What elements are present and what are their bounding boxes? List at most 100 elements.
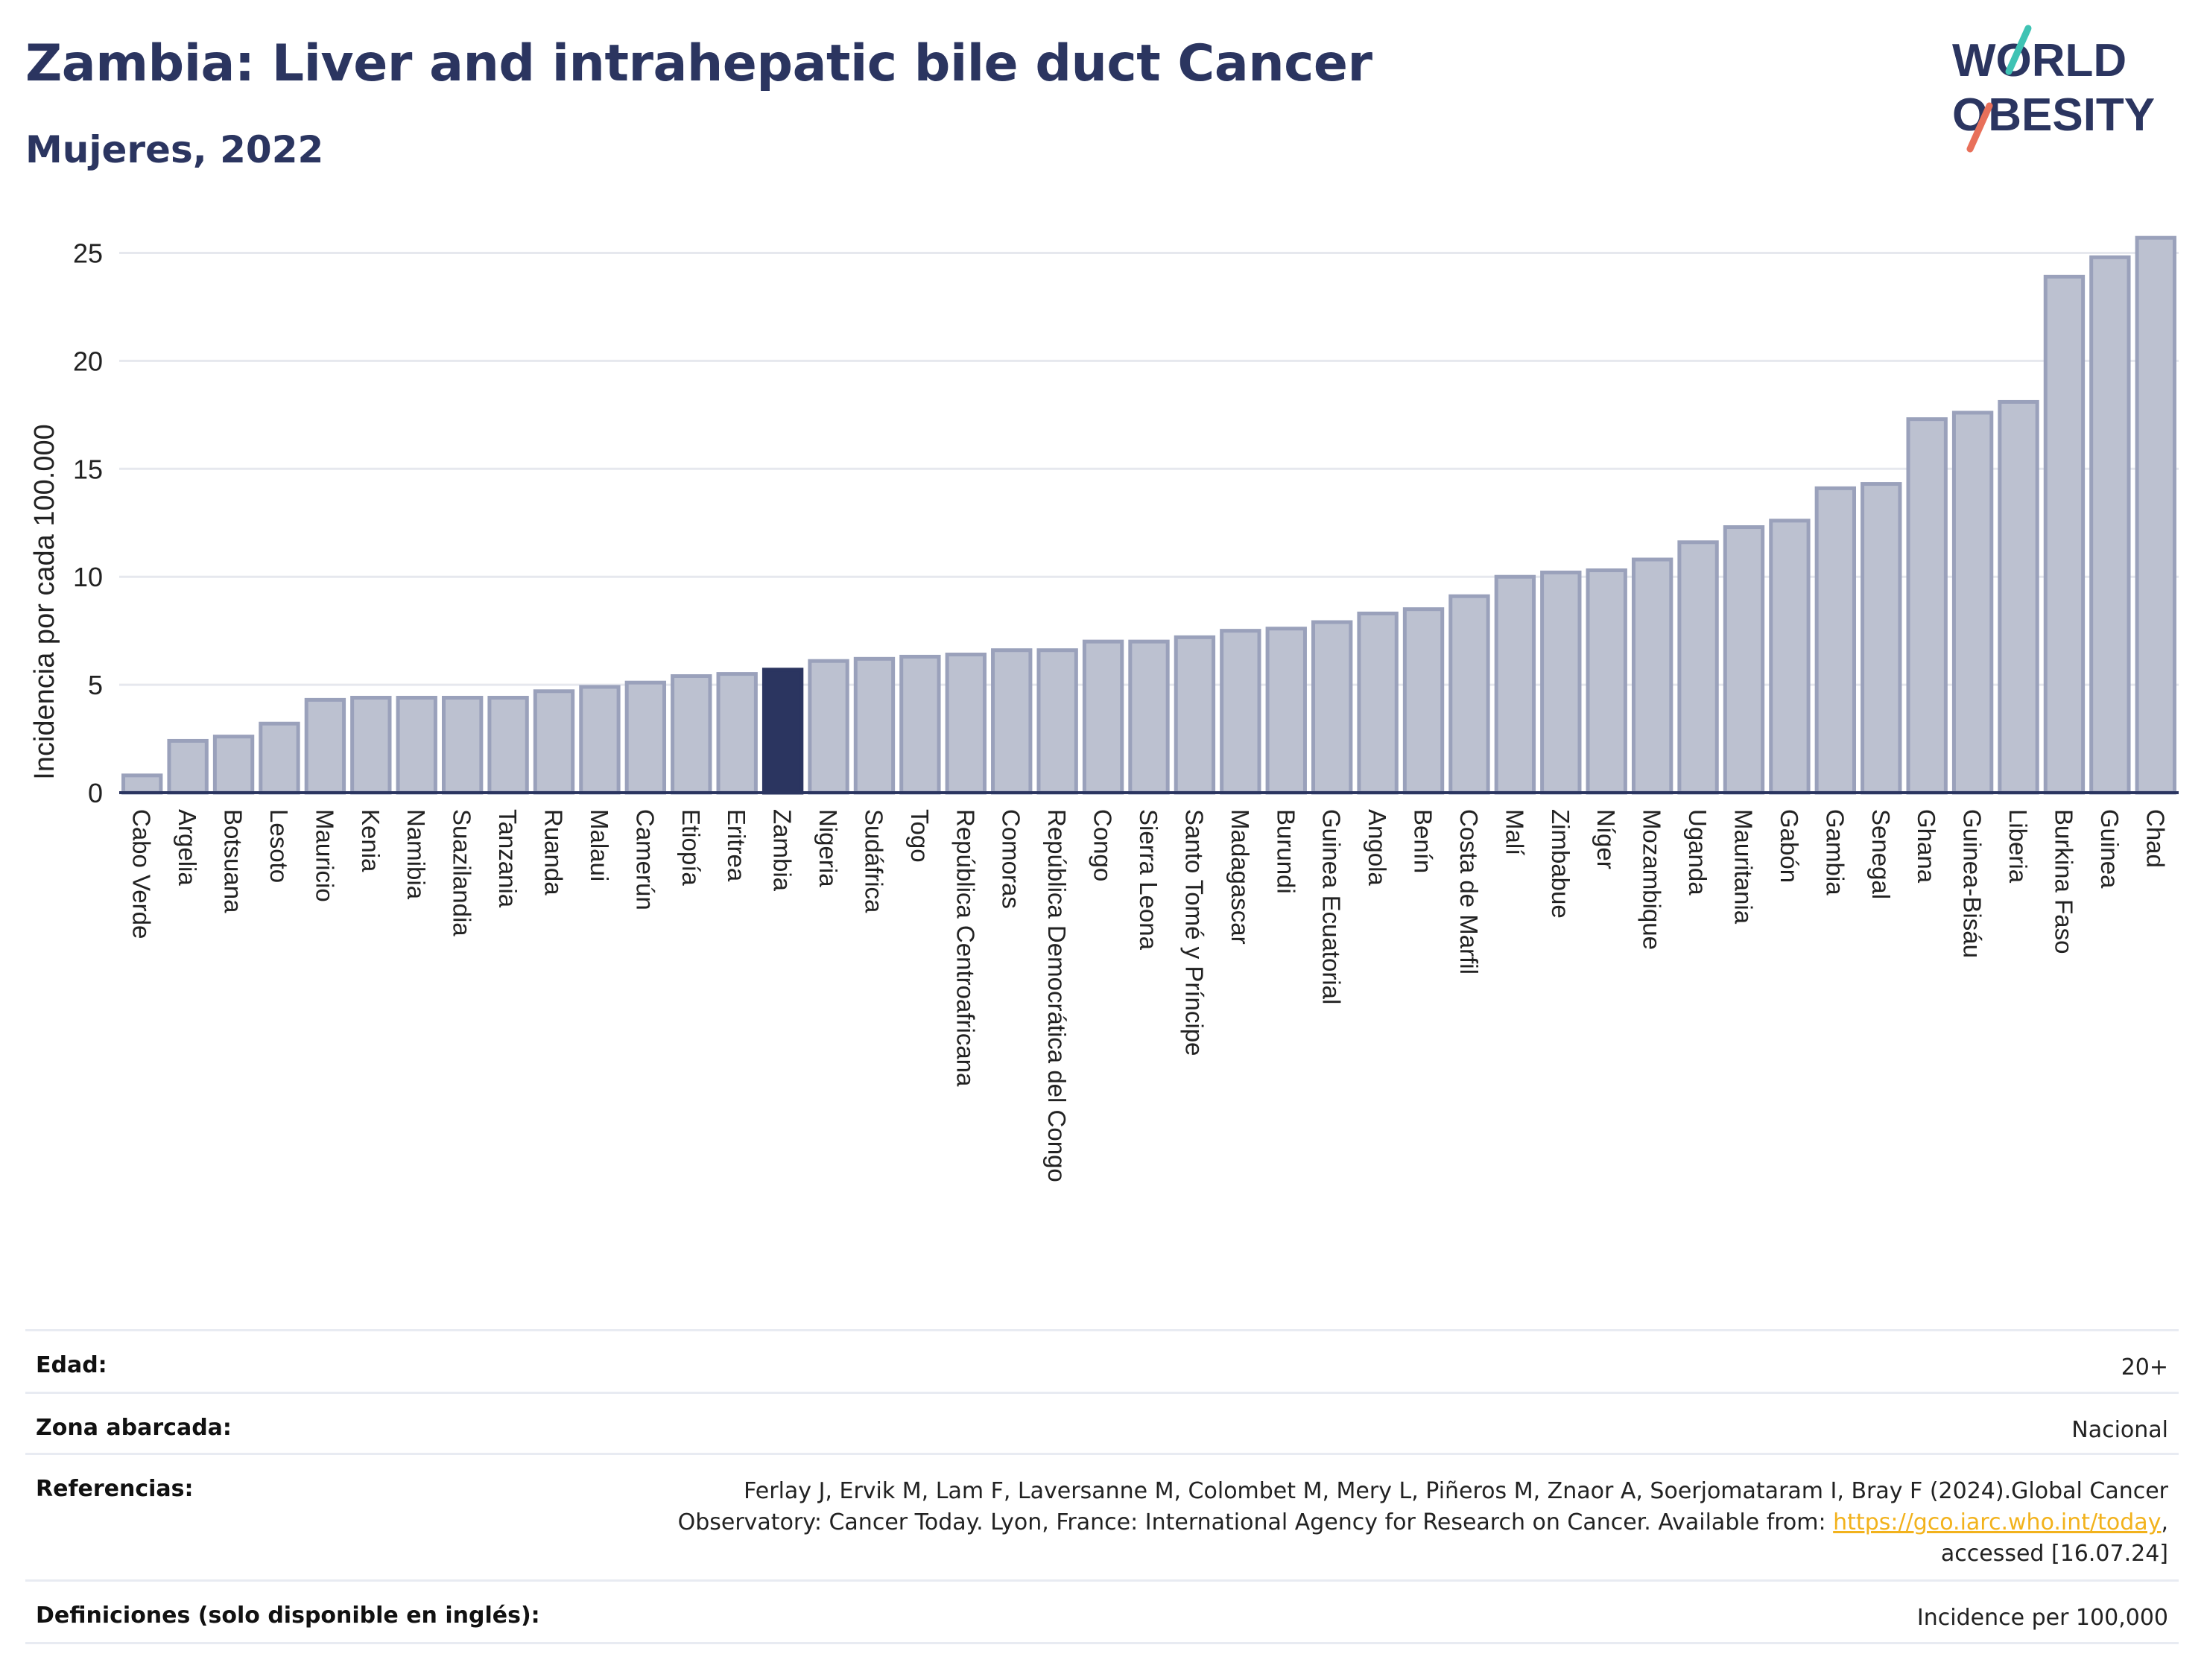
info-label-area: Zona abarcada: (36, 1415, 232, 1441)
bar-cabo-verde[interactable] (121, 773, 163, 795)
x-tick-label: Uganda (1684, 809, 1711, 896)
bar-níger[interactable] (1586, 568, 1627, 795)
x-tick-label: Camerún (631, 809, 659, 910)
x-tick-label: Suazilandia (449, 809, 476, 936)
x-tick-label: Argelia (174, 809, 201, 886)
bar-malí[interactable] (1494, 574, 1536, 795)
bar-eritrea[interactable] (716, 672, 758, 795)
x-tick-label: Angola (1364, 809, 1391, 886)
x-tick-label: Madagascar (1226, 809, 1254, 945)
y-tick-label: 15 (73, 454, 103, 484)
bar-mauritania[interactable] (1723, 525, 1765, 795)
x-tick-label: Guinea Ecuatorial (1318, 809, 1346, 1004)
x-tick-label: Sudáfrica (860, 809, 887, 913)
bar-guinea-bisáu[interactable] (1951, 411, 1994, 795)
x-tick-label: Senegal (1867, 809, 1895, 899)
bar-guinea[interactable] (2089, 255, 2131, 795)
x-tick-label: Ruanda (540, 809, 568, 896)
bars (121, 235, 2176, 795)
bar-togo[interactable] (899, 654, 941, 795)
bar-kenia[interactable] (350, 695, 392, 795)
bar-costa-de-marfil[interactable] (1448, 594, 1490, 795)
chart-subtitle: Mujeres, 2022 (25, 128, 324, 171)
bar-gambia[interactable] (1814, 486, 1857, 795)
bar-ruanda[interactable] (533, 689, 575, 795)
info-label-age: Edad: (36, 1352, 107, 1378)
bar-mozambique[interactable] (1631, 557, 1673, 795)
x-tick-label: Burkina Faso (2050, 809, 2077, 954)
y-tick-label: 25 (73, 238, 103, 268)
y-tick-label: 0 (88, 778, 103, 808)
bar-gabón[interactable] (1769, 519, 1811, 795)
x-tick-label: Malaui (586, 809, 613, 881)
bar-angola[interactable] (1357, 611, 1399, 795)
bar-zimbabue[interactable] (1540, 570, 1582, 795)
bar-sudáfrica[interactable] (853, 656, 896, 795)
x-tick-label: Gabón (1776, 809, 1803, 883)
info-row-area: Zona abarcada: Nacional (25, 1394, 2179, 1455)
bar-lesoto[interactable] (259, 721, 300, 795)
bar-guinea-ecuatorial[interactable] (1311, 620, 1353, 795)
bar-suazilandia[interactable] (441, 695, 484, 795)
bar-burundi[interactable] (1265, 627, 1307, 795)
bar-santo-tomé-y-príncipe[interactable] (1174, 635, 1216, 795)
bar-burkina-faso[interactable] (2043, 274, 2086, 795)
info-label-references: Referencias: (36, 1476, 194, 1502)
x-tick-label: Benín (1410, 809, 1437, 873)
bar-botsuana[interactable] (212, 735, 255, 795)
x-tick-label: Nigeria (814, 809, 842, 887)
axes: 0 5 10 15 20 25 Cabo Verde Argelia Botsuana Lesot… (73, 238, 2179, 1182)
bar-chart: 0 5 10 15 20 25 Cabo Verde Argelia Botsuana Lesot… (29, 235, 2179, 1182)
bar-liberia[interactable] (1998, 399, 2039, 795)
x-tick-label: Chad (2141, 809, 2169, 868)
bar-madagascar[interactable] (1220, 629, 1261, 795)
bar-congo[interactable] (1082, 639, 1124, 795)
x-tick-label: República Democrática del Congo (1043, 809, 1071, 1182)
x-tick-label: Mozambique (1638, 809, 1666, 950)
bar-chad[interactable] (2135, 235, 2176, 795)
bar-mauricio[interactable] (304, 697, 346, 795)
info-row-references: Referencias: Ferlay J, Ervik M, Lam F, L… (25, 1455, 2179, 1582)
bar-tanzania[interactable] (487, 695, 529, 795)
bar-camerún[interactable] (624, 680, 667, 795)
x-tick-label: Ghana (1913, 809, 1940, 884)
y-axis-label: Incidencia por cada 100.000 (29, 424, 60, 779)
x-tick-label: Etiopía (677, 809, 705, 886)
bar-namibia[interactable] (396, 695, 437, 795)
info-row-age: Edad: 20+ (25, 1331, 2179, 1394)
bar-zambia[interactable] (761, 668, 804, 795)
bar-etiopía[interactable] (671, 674, 712, 795)
bar-ghana[interactable] (1906, 417, 1948, 795)
x-tick-label: Guinea-Bisáu (1959, 809, 1986, 958)
bar-uganda[interactable] (1677, 540, 1719, 795)
info-value-area: Nacional (2071, 1417, 2168, 1443)
x-tick-label: Cabo Verde (128, 809, 156, 939)
bar-benín[interactable] (1402, 607, 1445, 795)
bar-república-centroafricana[interactable] (945, 653, 987, 795)
bar-argelia[interactable] (167, 738, 209, 795)
world-obesity-logo: WORLD OBESITY (1952, 25, 2155, 153)
x-tick-label: Guinea (2096, 809, 2124, 889)
bar-sierra-leona[interactable] (1128, 639, 1170, 795)
reference-text: Ferlay J, Ervik M, Lam F, Laversanne M, … (677, 1478, 2168, 1535)
x-tick-label: Liberia (2004, 809, 2032, 884)
bar-malaui[interactable] (579, 685, 621, 795)
x-tick-label: Kenia (357, 809, 384, 872)
info-value-age: 20+ (2121, 1354, 2168, 1381)
x-tick-label: Sierra Leona (1135, 809, 1162, 951)
reference-link[interactable]: https://gco.iarc.who.int/today (1833, 1509, 2162, 1535)
x-tick-label: Costa de Marfil (1455, 809, 1483, 974)
info-table: Edad: 20+ Zona abarcada: Nacional Refere… (25, 1329, 2179, 1644)
bar-senegal[interactable] (1861, 482, 1902, 795)
x-tick-label: Santo Tomé y Príncipe (1180, 809, 1208, 1056)
x-tick-label: Tanzania (494, 809, 522, 908)
bar-nigeria[interactable] (808, 659, 849, 795)
bar-comoras[interactable] (991, 648, 1033, 795)
x-tick-label: Burundi (1272, 809, 1299, 894)
reference-accessed: , accessed [16.07.24] (1940, 1509, 2168, 1567)
x-tick-label: Botsuana (220, 809, 247, 913)
info-row-definitions: Definiciones (solo disponible en inglés)… (25, 1582, 2179, 1644)
x-tick-label: República Centroafricana (951, 809, 979, 1087)
x-tick-label: Namibia (402, 809, 430, 900)
bar-república-democrática-del-congo[interactable] (1036, 648, 1078, 795)
